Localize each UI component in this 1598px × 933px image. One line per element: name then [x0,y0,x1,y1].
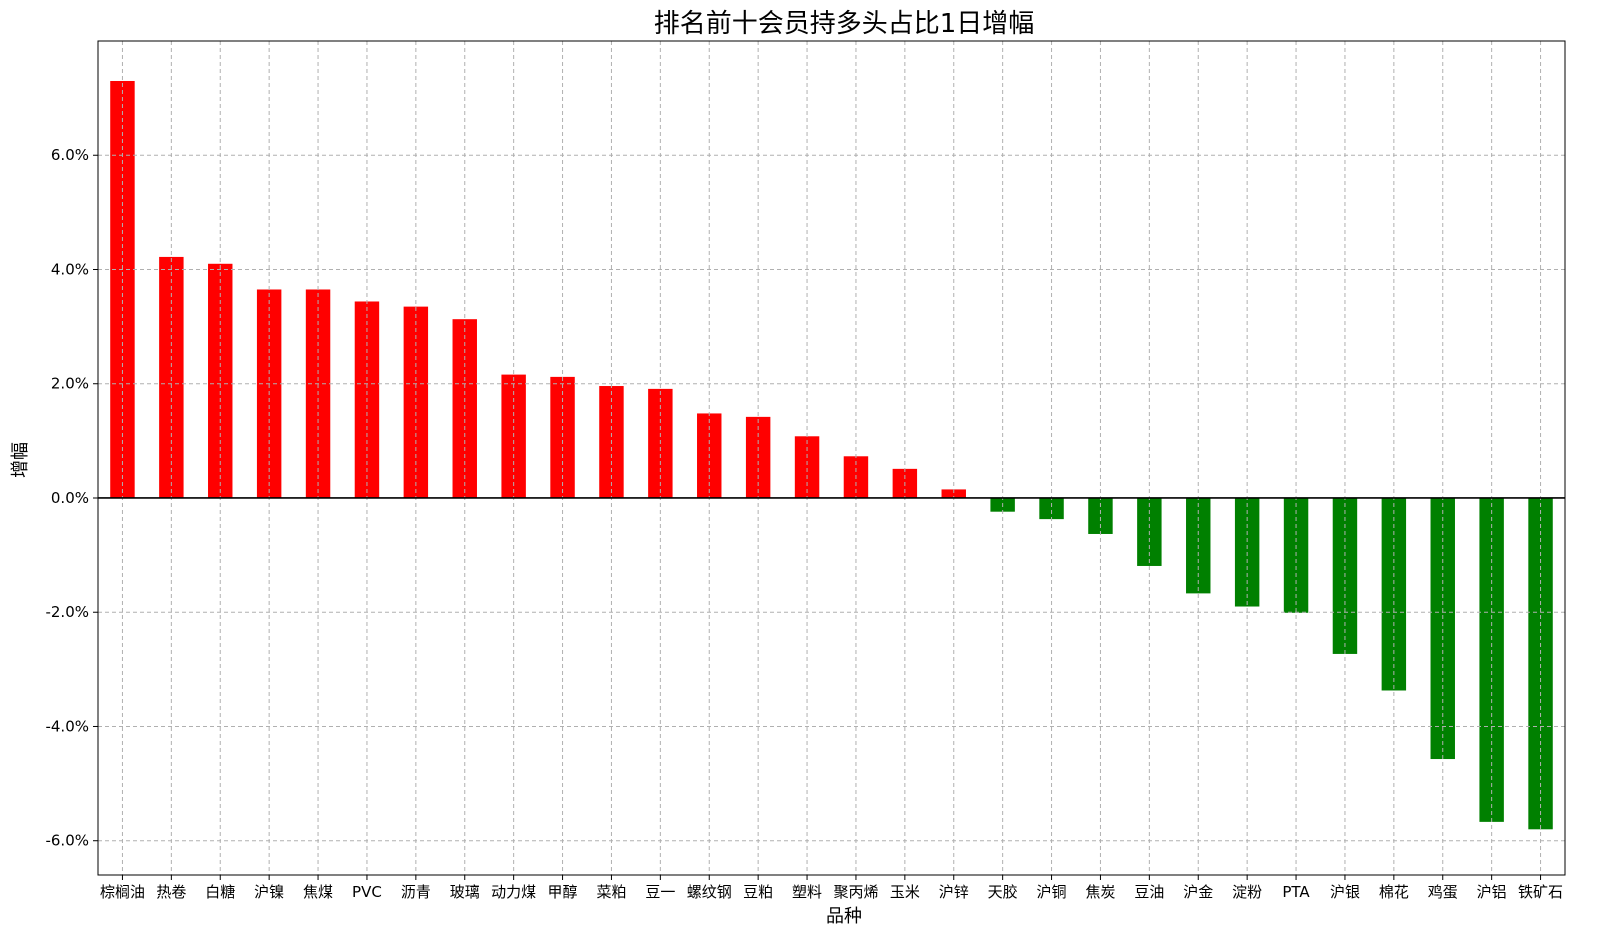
x-tick-label: 铁矿石 [1518,883,1563,901]
x-tick-label: 塑料 [792,883,822,901]
bar [1430,497,1455,760]
y-axis-label: 增幅 [10,442,31,478]
y-tick-label: 0.0% [51,489,89,507]
x-tick-label: 玉米 [890,883,920,901]
bar [941,489,966,498]
x-tick-label: 沪镍 [254,883,284,901]
x-tick-label: 焦炭 [1085,883,1115,901]
x-tick-label: 天胶 [988,883,1018,901]
x-tick-label: 豆一 [645,883,675,901]
y-tick-label: 4.0% [51,260,89,278]
x-tick-label: 焦煤 [303,883,333,901]
x-tick-label: 淀粉 [1232,883,1262,901]
y-tick-label: 6.0% [51,146,89,164]
bar [550,376,575,498]
x-tick-label: 热卷 [156,883,186,901]
x-tick-label: 鸡蛋 [1428,883,1458,901]
y-tick-label: 2.0% [51,375,89,393]
x-tick-label: 沪金 [1183,883,1213,901]
x-tick-label: 豆油 [1134,883,1164,901]
x-tick-label: 沪银 [1330,883,1360,901]
x-tick-label: PVC [352,883,382,901]
bar [794,436,820,498]
x-tick-label: 棉花 [1379,883,1409,901]
x-tick-label: 棕榈油 [100,883,145,901]
x-tick-label: 菜粕 [596,883,626,901]
axes: -6.0% -4.0% -2.0% 0.0% 2.0% 4.0% 6.0% 棕榈油 热卷 白糖 沪镍… [45,40,1566,901]
x-tick-label: 豆粕 [743,883,773,901]
x-tick-label: 螺纹钢 [687,883,732,901]
x-axis-label: 品种 [826,906,862,927]
x-tick-label: 动力煤 [491,883,536,901]
chart-title: 排名前十会员持多头占比1日增幅 [654,9,1035,39]
y-tick-label: -4.0% [45,717,89,735]
x-tick-label: 聚丙烯 [833,883,878,901]
x-tick-label: 甲醇 [548,883,578,901]
x-tick-label: 沪锌 [939,883,969,901]
bars [110,80,1553,830]
x-tick-label: 沥青 [401,883,431,901]
x-tick-label: 沪铜 [1037,883,1067,901]
x-tick-label: PTA [1282,883,1310,901]
x-tick-label: 玻璃 [450,883,480,901]
y-tick-label: -2.0% [45,603,89,621]
grid [98,41,1565,875]
x-tick-label: 白糖 [205,883,235,901]
x-tick-label: 沪铝 [1477,883,1507,901]
y-tick-label: -6.0% [45,832,89,850]
plot-frame [97,40,1566,876]
bar [1039,497,1064,520]
